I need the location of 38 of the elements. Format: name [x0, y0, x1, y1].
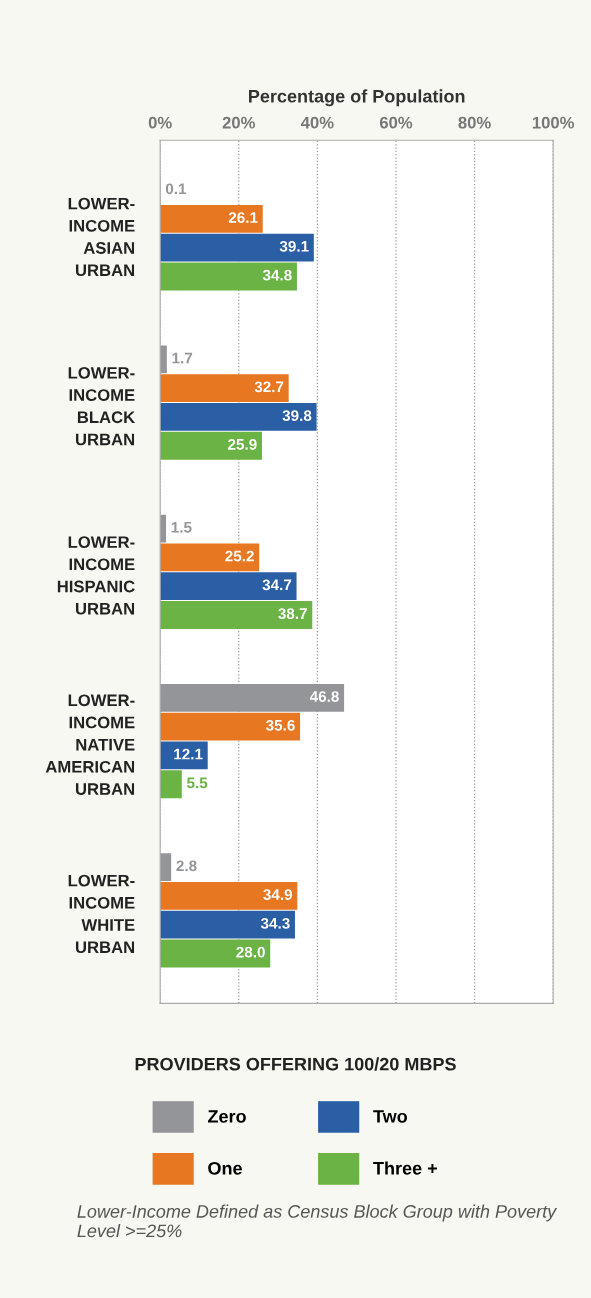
- data-label: 12.1: [174, 748, 203, 760]
- y-tick-label: LOWER- INCOME NATIVE AMERICAN URBAN: [45, 694, 135, 795]
- data-label: 34.3: [260, 917, 290, 929]
- data-label: 32.7: [254, 381, 284, 393]
- legend-label: Zero: [208, 1110, 246, 1123]
- y-tick-label: LOWER- INCOME HISPANIC URBAN: [57, 536, 135, 615]
- data-label: 0.1: [165, 183, 187, 195]
- y-tick-label: LOWER- INCOME ASIAN URBAN: [68, 197, 135, 277]
- x-tick-label: 80%: [458, 116, 491, 129]
- data-label: 25.9: [228, 438, 257, 450]
- data-label: 35.6: [265, 719, 295, 731]
- legend-label: One: [208, 1161, 242, 1175]
- x-tick-label: 100%: [532, 116, 575, 129]
- x-tick-label: 20%: [222, 116, 255, 129]
- x-tick-label: 0%: [148, 116, 172, 129]
- x-axis-title: Percentage of Population: [249, 89, 465, 107]
- data-label: 39.8: [282, 410, 312, 422]
- data-label: 34.7: [262, 579, 292, 591]
- data-label: 38.7: [278, 608, 307, 620]
- y-tick-label: LOWER- INCOME BLACK URBAN: [68, 366, 136, 446]
- data-label: 1.7: [172, 352, 193, 364]
- data-label: 5.5: [186, 777, 208, 789]
- legend-title: PROVIDERS OFFERING 100/20 MBPS: [135, 1057, 456, 1071]
- data-label: 28.0: [236, 946, 265, 958]
- data-label: 25.2: [225, 550, 254, 562]
- y-tick-label: LOWER- INCOME WHITE URBAN: [68, 874, 135, 954]
- legend-label: Two: [373, 1110, 408, 1123]
- data-label: 1.5: [171, 522, 192, 533]
- legend-label: Three +: [373, 1161, 437, 1175]
- data-label: 46.8: [309, 691, 339, 702]
- x-tick-label: 60%: [379, 116, 413, 129]
- text: Lower-Income Defined as Census Block Group with Poverty Level >=25%: [77, 1204, 558, 1238]
- data-label: 2.8: [176, 860, 197, 872]
- data-label: 34.8: [262, 269, 292, 281]
- data-label: 26.1: [228, 212, 258, 223]
- data-label: 34.9: [263, 889, 293, 900]
- x-tick-label: 40%: [300, 116, 334, 129]
- data-label: 39.1: [279, 240, 309, 252]
